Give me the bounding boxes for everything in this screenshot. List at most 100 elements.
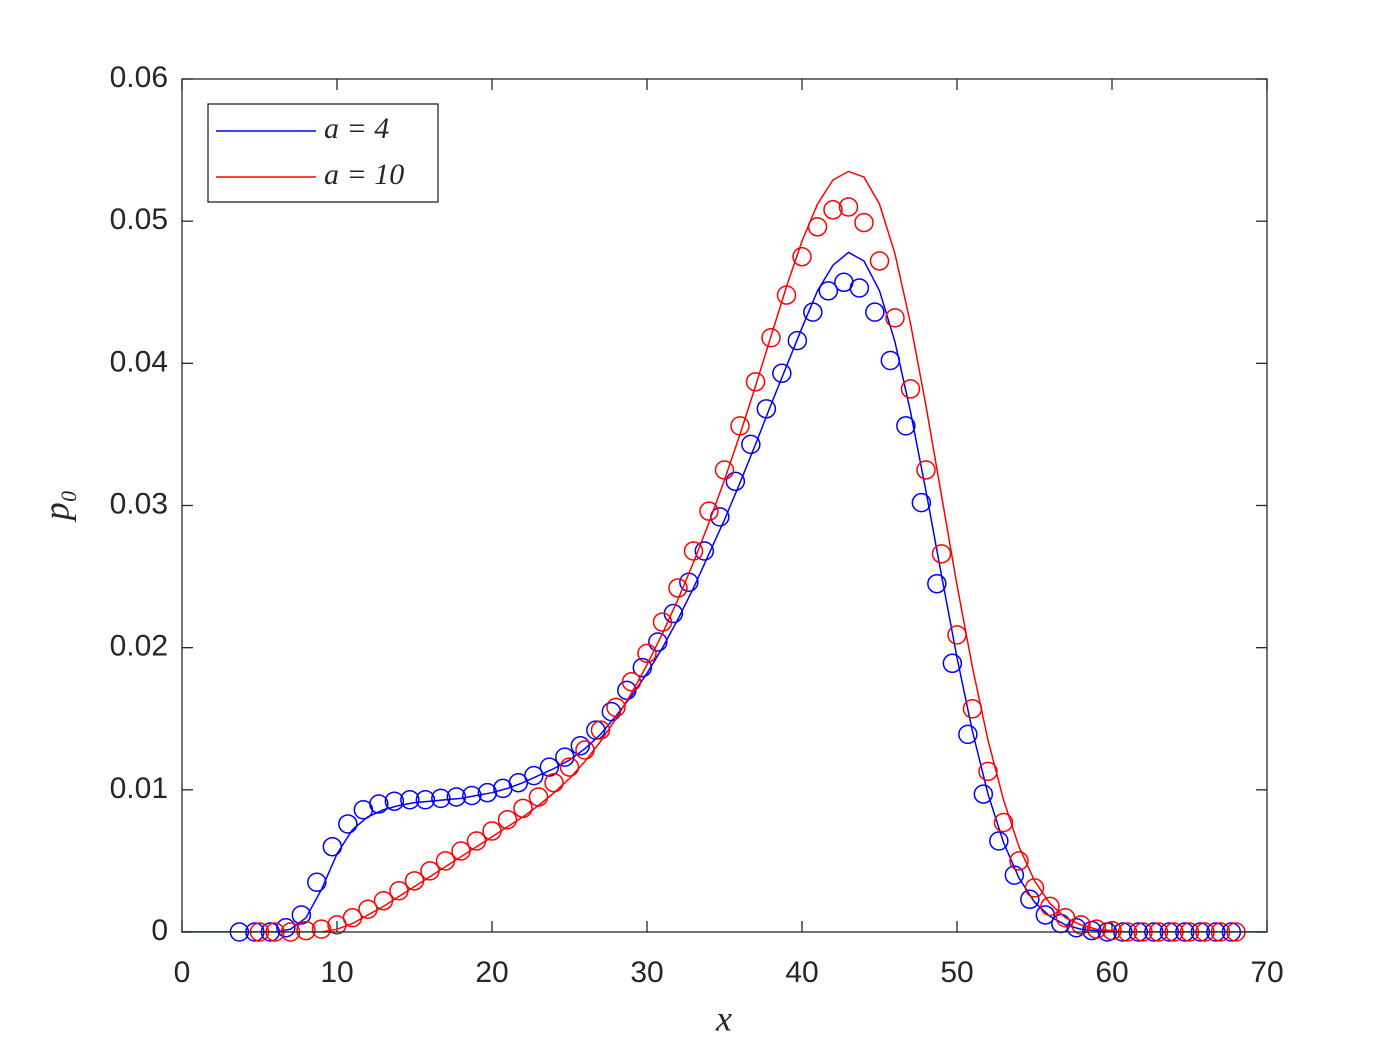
- marker: [311, 919, 332, 939]
- marker: [978, 761, 998, 782]
- x-tick-label: 40: [785, 956, 818, 989]
- marker: [725, 471, 746, 492]
- marker: [307, 872, 327, 892]
- marker: [384, 791, 405, 811]
- marker: [570, 736, 591, 756]
- marker: [947, 625, 967, 645]
- marker: [1020, 889, 1040, 910]
- x-tick-label: 60: [1095, 956, 1128, 989]
- marker: [446, 787, 467, 807]
- axes-box: [181, 78, 1268, 933]
- marker: [1086, 919, 1107, 939]
- marker: [807, 217, 828, 237]
- marker: [1040, 896, 1060, 917]
- y-tick-label: 0.05: [110, 203, 168, 236]
- series-line: [182, 251, 1267, 932]
- marker: [606, 697, 626, 718]
- marker: [291, 905, 312, 925]
- marker: [849, 278, 870, 298]
- x-tick-label: 30: [630, 956, 663, 989]
- legend-label: a = 4: [324, 112, 389, 145]
- marker: [497, 809, 518, 830]
- marker: [338, 814, 358, 834]
- marker: [699, 501, 719, 521]
- marker: [528, 787, 549, 807]
- y-tick-label: 0.03: [110, 487, 168, 520]
- x-axis-label: x: [715, 998, 732, 1038]
- marker: [431, 788, 451, 809]
- marker: [854, 212, 874, 233]
- marker: [621, 672, 642, 692]
- marker: [896, 416, 916, 436]
- marker: [555, 747, 575, 767]
- marker: [358, 899, 378, 920]
- legend-label: a = 10: [324, 158, 404, 191]
- marker: [931, 544, 952, 564]
- marker: [885, 308, 905, 328]
- marker: [741, 434, 761, 455]
- marker: [823, 200, 843, 220]
- marker: [818, 281, 839, 301]
- marker: [415, 790, 436, 810]
- marker: [342, 908, 363, 928]
- marker: [276, 917, 296, 938]
- marker: [590, 720, 611, 740]
- marker: [787, 330, 808, 351]
- marker: [404, 871, 425, 891]
- marker: [1009, 851, 1029, 871]
- plot-area: [182, 79, 1267, 932]
- x-tick-label: 10: [320, 956, 353, 989]
- marker: [296, 920, 316, 941]
- marker: [451, 841, 471, 861]
- marker: [1102, 920, 1122, 941]
- marker: [756, 399, 777, 419]
- marker: [792, 246, 812, 267]
- x-tick-label: 50: [940, 956, 973, 989]
- marker: [772, 363, 792, 384]
- marker: [1004, 865, 1025, 885]
- marker: [776, 285, 797, 305]
- marker: [1071, 915, 1091, 935]
- y-tick-label: 0.01: [110, 772, 168, 805]
- y-axis-label: p₀: [36, 490, 76, 524]
- marker: [911, 492, 932, 513]
- marker: [838, 197, 859, 217]
- marker: [942, 653, 963, 674]
- marker: [652, 612, 673, 632]
- marker: [513, 798, 533, 819]
- marker: [389, 881, 409, 901]
- marker: [648, 632, 668, 652]
- marker: [462, 785, 482, 806]
- marker: [973, 784, 994, 804]
- marker: [369, 794, 389, 814]
- x-tick-label: 70: [1250, 956, 1283, 989]
- marker: [524, 765, 544, 786]
- marker: [900, 379, 921, 399]
- marker: [539, 757, 560, 777]
- marker: [575, 740, 595, 760]
- series-line: [182, 170, 1267, 932]
- marker: [466, 831, 487, 851]
- marker: [869, 251, 890, 271]
- y-tick-label: 0.06: [110, 61, 168, 94]
- x-tick-label: 0: [174, 956, 191, 989]
- marker: [865, 302, 885, 322]
- marker: [880, 350, 901, 371]
- legend-box: [207, 103, 439, 203]
- marker: [400, 790, 420, 810]
- marker: [694, 541, 715, 561]
- marker: [477, 782, 498, 803]
- marker: [761, 327, 781, 348]
- marker: [683, 541, 704, 561]
- marker: [435, 851, 456, 871]
- marker: [803, 302, 823, 322]
- marker: [586, 720, 606, 740]
- marker: [637, 643, 657, 664]
- marker: [989, 831, 1009, 851]
- marker: [632, 657, 653, 678]
- marker: [714, 460, 735, 480]
- marker: [958, 724, 978, 745]
- marker: [927, 573, 947, 594]
- marker: [373, 890, 394, 911]
